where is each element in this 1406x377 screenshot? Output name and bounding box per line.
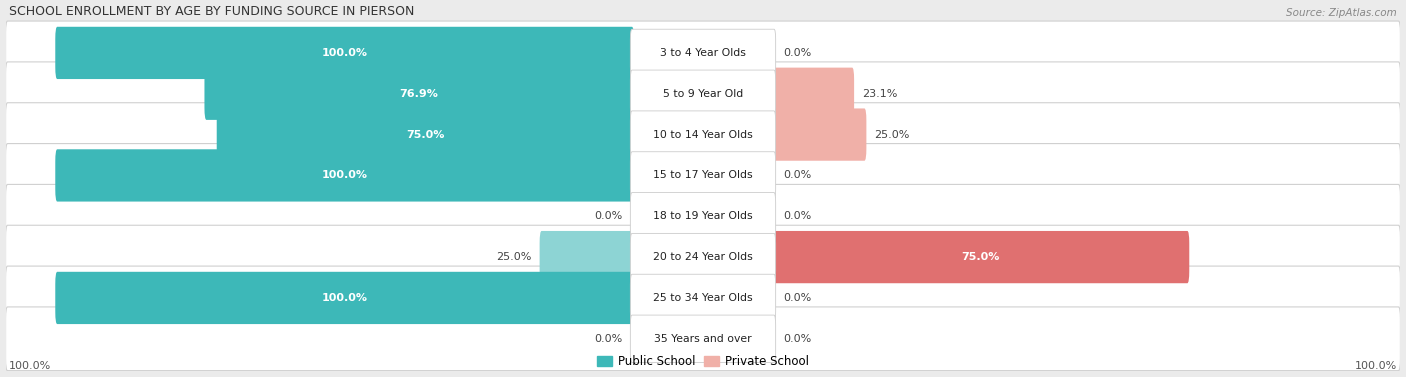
Text: 100.0%: 100.0% bbox=[8, 362, 51, 371]
Text: 20 to 24 Year Olds: 20 to 24 Year Olds bbox=[654, 252, 752, 262]
FancyBboxPatch shape bbox=[630, 29, 776, 77]
FancyBboxPatch shape bbox=[204, 67, 634, 120]
FancyBboxPatch shape bbox=[6, 62, 1400, 126]
Text: 0.0%: 0.0% bbox=[593, 334, 623, 344]
FancyBboxPatch shape bbox=[55, 149, 634, 202]
FancyBboxPatch shape bbox=[630, 193, 776, 240]
Text: 0.0%: 0.0% bbox=[783, 293, 813, 303]
Text: 18 to 19 Year Olds: 18 to 19 Year Olds bbox=[654, 211, 752, 221]
Text: 100.0%: 100.0% bbox=[322, 170, 367, 181]
FancyBboxPatch shape bbox=[217, 109, 634, 161]
FancyBboxPatch shape bbox=[630, 315, 776, 362]
Text: Source: ZipAtlas.com: Source: ZipAtlas.com bbox=[1286, 8, 1398, 18]
FancyBboxPatch shape bbox=[772, 109, 866, 161]
Text: 0.0%: 0.0% bbox=[783, 334, 813, 344]
FancyBboxPatch shape bbox=[55, 272, 634, 324]
FancyBboxPatch shape bbox=[772, 231, 1189, 283]
Text: SCHOOL ENROLLMENT BY AGE BY FUNDING SOURCE IN PIERSON: SCHOOL ENROLLMENT BY AGE BY FUNDING SOUR… bbox=[8, 5, 415, 18]
Text: 0.0%: 0.0% bbox=[593, 211, 623, 221]
Text: 25.0%: 25.0% bbox=[496, 252, 531, 262]
FancyBboxPatch shape bbox=[630, 70, 776, 118]
Text: 0.0%: 0.0% bbox=[783, 170, 813, 181]
FancyBboxPatch shape bbox=[6, 225, 1400, 289]
FancyBboxPatch shape bbox=[55, 27, 634, 79]
Text: 5 to 9 Year Old: 5 to 9 Year Old bbox=[662, 89, 744, 99]
FancyBboxPatch shape bbox=[6, 184, 1400, 248]
FancyBboxPatch shape bbox=[6, 21, 1400, 85]
FancyBboxPatch shape bbox=[6, 307, 1400, 371]
Text: 100.0%: 100.0% bbox=[322, 293, 367, 303]
Text: 23.1%: 23.1% bbox=[862, 89, 897, 99]
Text: 25 to 34 Year Olds: 25 to 34 Year Olds bbox=[654, 293, 752, 303]
Text: 35 Years and over: 35 Years and over bbox=[654, 334, 752, 344]
Text: 10 to 14 Year Olds: 10 to 14 Year Olds bbox=[654, 130, 752, 139]
FancyBboxPatch shape bbox=[6, 103, 1400, 166]
Text: 0.0%: 0.0% bbox=[783, 211, 813, 221]
FancyBboxPatch shape bbox=[540, 231, 634, 283]
Text: 3 to 4 Year Olds: 3 to 4 Year Olds bbox=[659, 48, 747, 58]
Text: 76.9%: 76.9% bbox=[399, 89, 439, 99]
FancyBboxPatch shape bbox=[6, 144, 1400, 207]
Text: 100.0%: 100.0% bbox=[322, 48, 367, 58]
FancyBboxPatch shape bbox=[772, 67, 853, 120]
FancyBboxPatch shape bbox=[630, 111, 776, 158]
Text: 15 to 17 Year Olds: 15 to 17 Year Olds bbox=[654, 170, 752, 181]
Text: 75.0%: 75.0% bbox=[962, 252, 1000, 262]
FancyBboxPatch shape bbox=[6, 266, 1400, 330]
FancyBboxPatch shape bbox=[630, 233, 776, 281]
Text: 75.0%: 75.0% bbox=[406, 130, 444, 139]
Text: 100.0%: 100.0% bbox=[1355, 362, 1398, 371]
Legend: Public School, Private School: Public School, Private School bbox=[593, 350, 813, 372]
FancyBboxPatch shape bbox=[630, 274, 776, 322]
FancyBboxPatch shape bbox=[630, 152, 776, 199]
Text: 25.0%: 25.0% bbox=[875, 130, 910, 139]
Text: 0.0%: 0.0% bbox=[783, 48, 813, 58]
